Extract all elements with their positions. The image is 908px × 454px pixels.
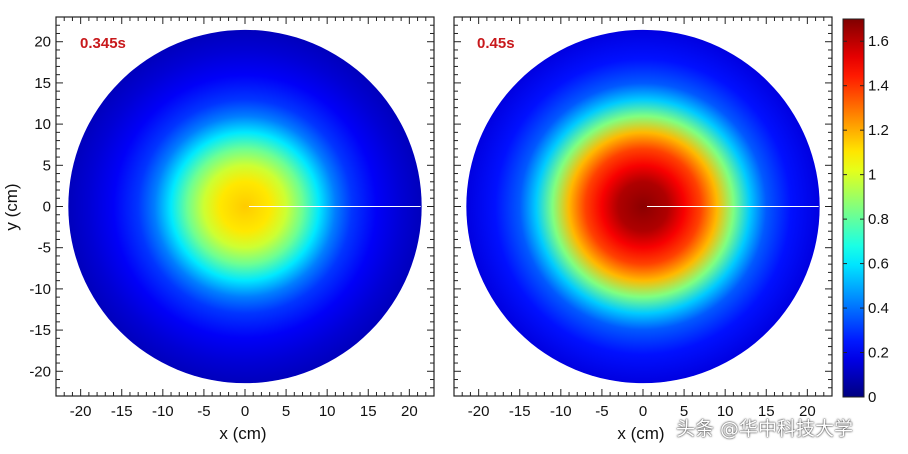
colorbar-tick-label: 0.4 [868,300,889,317]
x-axis-title-right: x (cm) [617,424,664,443]
x-tick-label: -5 [595,403,608,420]
y-ticks-left: -20 -15 -10 -5 0 5 10 15 20 [29,16,434,397]
heatmap-disc-right [466,29,820,384]
colorbar: 0 0.2 0.4 0.6 0.8 1 1.2 1.4 1.6 [842,18,889,406]
colorbar-tick-label: 1.6 [868,33,889,50]
x-tick-label: 10 [717,403,734,420]
y-tick-label: -20 [29,363,51,380]
x-tick-label: 15 [360,403,377,420]
x-tick-label: -15 [111,403,133,420]
x-axis-title-left: x (cm) [219,424,266,443]
colorbar-tick-label: 0.8 [868,211,889,228]
x-tick-label: -10 [550,403,572,420]
x-tick-label: -20 [70,403,92,420]
x-tick-label: 0 [639,403,647,420]
panel-right: 0.45s -20 -15 -10 -5 0 5 10 15 20 x (cm) [453,16,833,443]
colorbar-gradient [842,18,865,398]
colorbar-tick-label: 1.2 [868,122,889,139]
time-label-left: 0.345s [80,35,126,52]
colorbar-ticks: 0 0.2 0.4 0.6 0.8 1 1.2 1.4 1.6 [843,33,889,406]
y-tick-label: -10 [29,281,51,298]
colorbar-tick-label: 0.6 [868,256,889,273]
colorbar-tick-label: 0.2 [868,345,889,362]
x-tick-label: -5 [197,403,210,420]
x-tick-label: 15 [758,403,775,420]
x-ticks-right: -20 -15 -10 -5 0 5 10 15 20 [453,17,833,420]
colorbar-tick-label: 1 [868,167,876,184]
y-axis-title: y (cm) [2,183,21,230]
x-tick-label: 20 [799,403,816,420]
panel-left: 0.345s -20 -15 -10 -5 0 5 10 15 20 -20 -15 -10 -5 0 5… [29,16,435,443]
watermark: 头条 @华中科技大学 [676,418,854,440]
colorbar-tick-label: 0 [868,389,876,406]
y-tick-label: 0 [43,199,51,216]
x-tick-label: 20 [401,403,418,420]
x-tick-label: -10 [152,403,174,420]
y-tick-label: 15 [34,75,51,92]
y-tick-label: -5 [38,240,51,257]
x-ticks-left: -20 -15 -10 -5 0 5 10 15 20 [55,17,435,420]
y-tick-label: 10 [34,116,51,133]
x-tick-label: 10 [319,403,336,420]
heatmap-disc-left [68,29,422,384]
y-tick-label: -15 [29,322,51,339]
x-tick-label: 0 [241,403,249,420]
time-label-right: 0.45s [477,35,515,52]
colorbar-tick-label: 1.4 [868,78,889,95]
y-ticks-right [454,16,832,397]
x-tick-label: 5 [282,403,290,420]
y-tick-label: 20 [34,34,51,51]
x-tick-label: 5 [680,403,688,420]
x-tick-label: -20 [468,403,490,420]
x-tick-label: -15 [509,403,531,420]
y-tick-label: 5 [43,157,51,174]
